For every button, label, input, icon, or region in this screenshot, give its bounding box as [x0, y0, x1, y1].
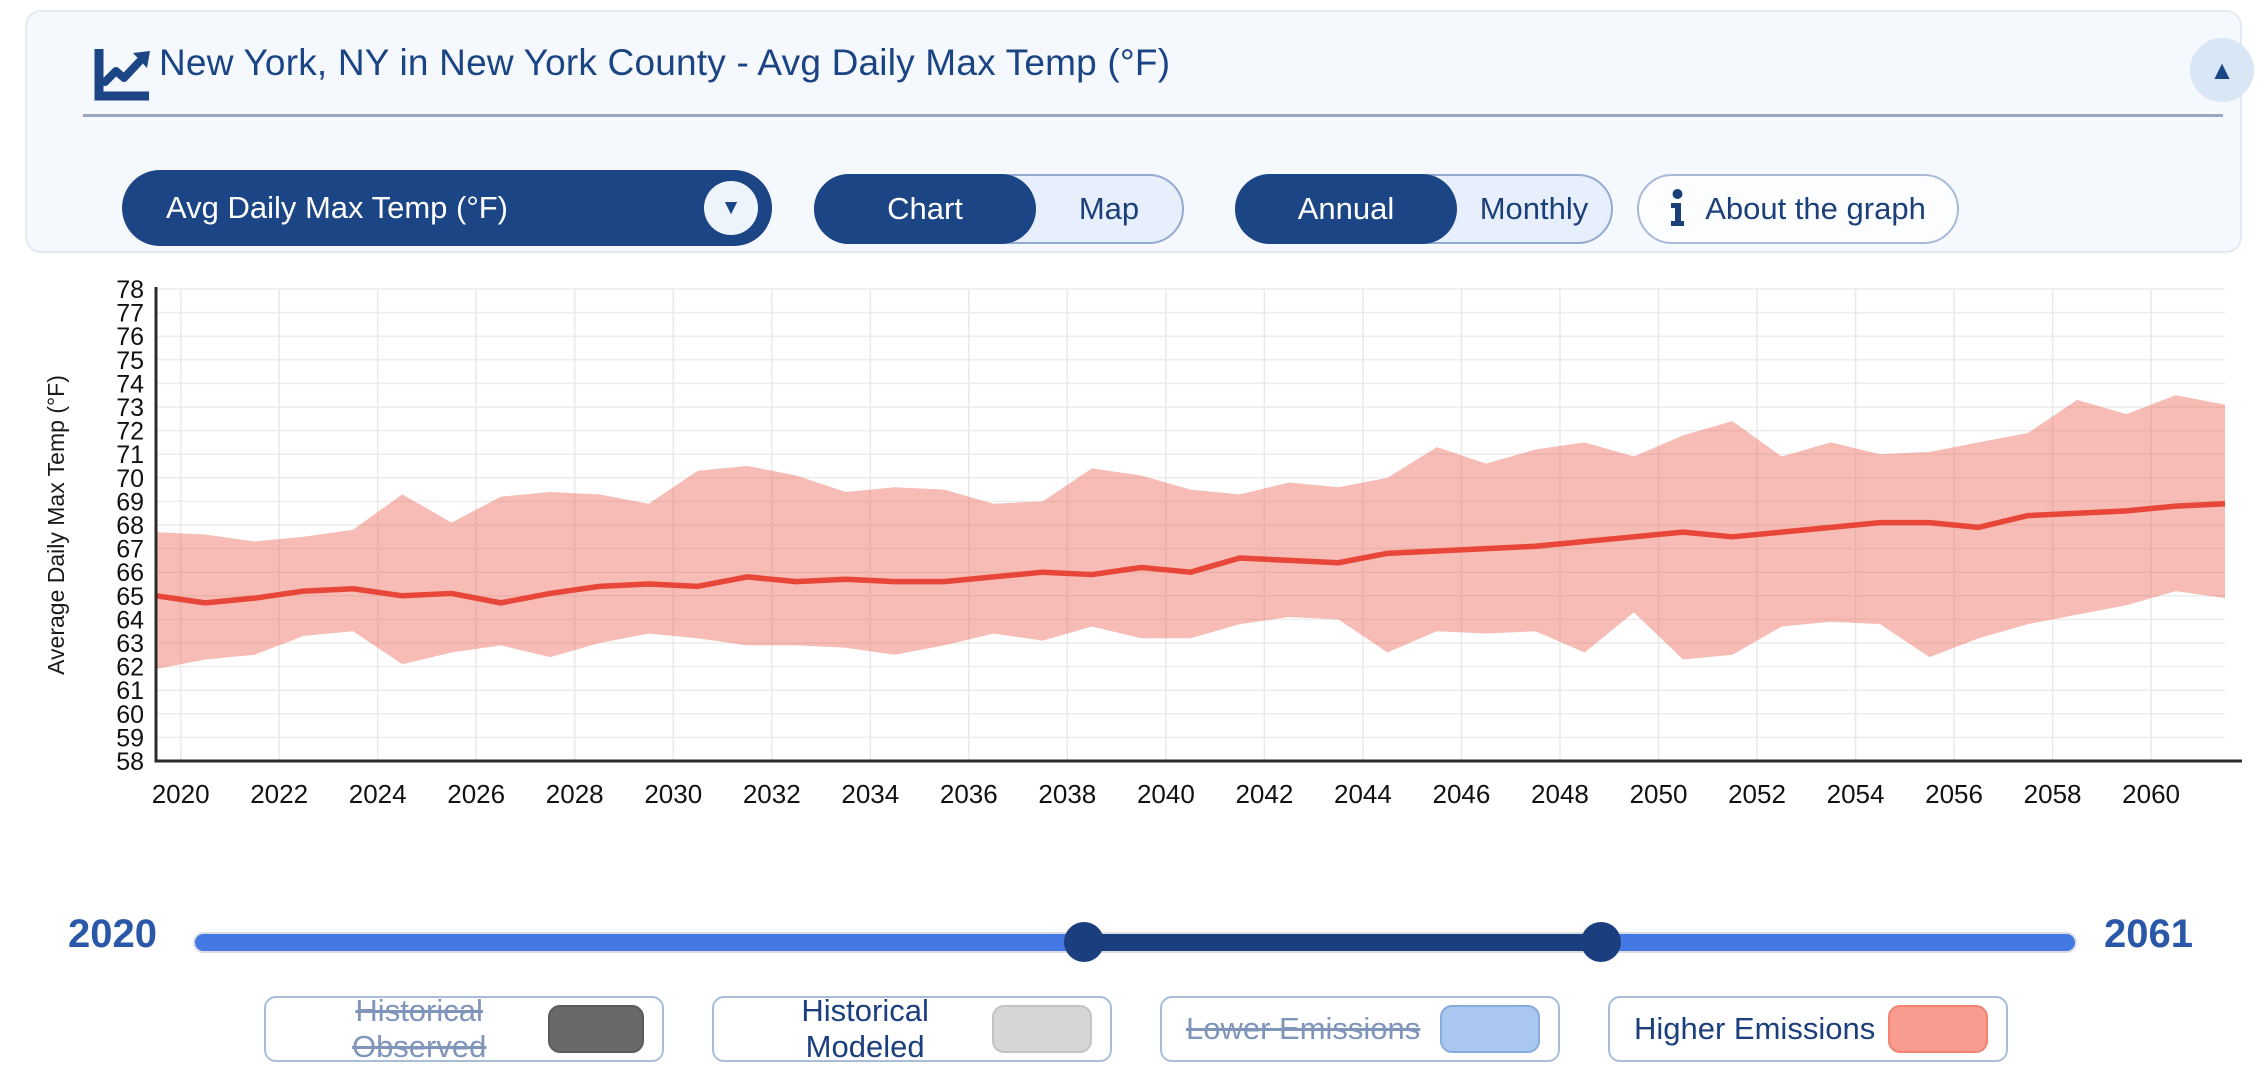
- legend-swatch: [1888, 1005, 1988, 1053]
- x-tick-label: 2058: [2024, 779, 2082, 809]
- x-tick-label: 2024: [349, 779, 407, 809]
- chart-card: New York, NY in New York County - Avg Da…: [25, 10, 2254, 253]
- chevron-down-icon: ▼: [704, 181, 758, 235]
- y-tick-label: 68: [116, 512, 144, 540]
- x-tick-label: 2052: [1728, 779, 1786, 809]
- view-toggle: Chart Map: [814, 174, 1184, 244]
- legend-toggle-higher-emissions[interactable]: Higher Emissions: [1608, 996, 2008, 1062]
- info-icon: [1671, 189, 1685, 226]
- temperature-projection-chart: 5859606162636465666768697071727374757677…: [43, 276, 2242, 809]
- x-tick-label: 2030: [644, 779, 702, 809]
- higher-emissions-band: [156, 395, 2225, 669]
- y-tick-label: 76: [116, 323, 144, 351]
- legend-label: Historical Observed: [351, 993, 487, 1064]
- caret-up-icon: ▲: [2209, 55, 2235, 85]
- x-tick-label: 2036: [940, 779, 998, 809]
- y-tick-label: 72: [116, 418, 144, 446]
- y-tick-label: 69: [116, 488, 144, 516]
- x-tick-label: 2056: [1925, 779, 1983, 809]
- tab-monthly[interactable]: Monthly: [1457, 176, 1611, 242]
- y-tick-label: 62: [116, 654, 144, 682]
- x-tick-label: 2032: [743, 779, 801, 809]
- slider-max-label: 2061: [2104, 912, 2193, 956]
- metric-dropdown[interactable]: Avg Daily Max Temp (°F) ▼: [122, 170, 772, 246]
- about-the-graph-label: About the graph: [1705, 191, 1926, 226]
- y-axis-title: Average Daily Max Temp (°F): [43, 375, 69, 675]
- x-tick-label: 2048: [1531, 779, 1589, 809]
- metric-dropdown-value: Avg Daily Max Temp (°F): [166, 190, 508, 225]
- y-tick-label: 65: [116, 583, 144, 611]
- x-tick-label: 2028: [546, 779, 604, 809]
- y-tick-label: 64: [116, 606, 144, 634]
- x-tick-label: 2050: [1630, 779, 1688, 809]
- y-tick-label: 63: [116, 630, 144, 658]
- x-tick-label: 2042: [1235, 779, 1293, 809]
- y-tick-label: 59: [116, 724, 144, 752]
- y-tick-label: 73: [116, 394, 144, 422]
- y-tick-label: 77: [116, 300, 144, 328]
- tab-annual[interactable]: Annual: [1235, 174, 1457, 244]
- y-tick-label: 61: [116, 677, 144, 705]
- legend-label: Lower Emissions: [1186, 1011, 1421, 1046]
- legend-label: Higher Emissions: [1634, 1011, 1876, 1046]
- x-tick-label: 2040: [1137, 779, 1195, 809]
- period-toggle: Annual Monthly: [1235, 174, 1613, 244]
- legend-toggle-historical-modeled[interactable]: Historical Modeled: [712, 993, 1112, 1064]
- x-tick-label: 2026: [447, 779, 505, 809]
- year-range-handle-start[interactable]: [1064, 922, 1105, 962]
- x-tick-label: 2044: [1334, 779, 1392, 809]
- legend-swatch: [1440, 1005, 1540, 1053]
- x-tick-label: 2034: [841, 779, 899, 809]
- y-tick-label: 66: [116, 559, 144, 587]
- x-tick-label: 2046: [1433, 779, 1491, 809]
- legend-swatch: [548, 1005, 644, 1053]
- tab-chart[interactable]: Chart: [814, 174, 1036, 244]
- page-title: New York, NY in New York County - Avg Da…: [159, 42, 1171, 83]
- legend-label: Historical Modeled: [801, 993, 929, 1064]
- y-tick-label: 71: [116, 441, 144, 469]
- line-chart-icon: [91, 46, 153, 104]
- higher-emissions-median-line: [155, 501, 2226, 606]
- x-tick-label: 2054: [1827, 779, 1885, 809]
- legend: Historical Observed Historical Modeled Low…: [264, 993, 2008, 1064]
- about-the-graph-button[interactable]: About the graph: [1637, 174, 1959, 244]
- y-tick-label: 70: [116, 465, 144, 493]
- legend-toggle-historical-observed[interactable]: Historical Observed: [264, 993, 664, 1064]
- x-tick-label: 2060: [2122, 779, 2180, 809]
- year-range-selected-segment: [1084, 934, 1602, 951]
- tab-map[interactable]: Map: [1036, 176, 1182, 242]
- year-range-handle-end[interactable]: [1581, 922, 1622, 962]
- y-tick-label: 74: [116, 370, 144, 398]
- x-tick-label: 2038: [1038, 779, 1096, 809]
- y-tick-label: 78: [116, 276, 144, 304]
- legend-toggle-lower-emissions[interactable]: Lower Emissions: [1160, 996, 1560, 1062]
- x-tick-label: 2020: [152, 779, 210, 809]
- x-tick-label: 2022: [250, 779, 308, 809]
- header-divider: [83, 114, 2223, 117]
- year-range-slider[interactable]: [195, 922, 2075, 962]
- slider-min-label: 2020: [68, 912, 157, 956]
- y-tick-label: 58: [116, 748, 144, 776]
- y-tick-label: 60: [116, 701, 144, 729]
- legend-swatch: [992, 1005, 1092, 1053]
- collapse-panel-button[interactable]: ▲: [2190, 38, 2254, 102]
- y-tick-label: 67: [116, 536, 144, 564]
- y-tick-label: 75: [116, 347, 144, 375]
